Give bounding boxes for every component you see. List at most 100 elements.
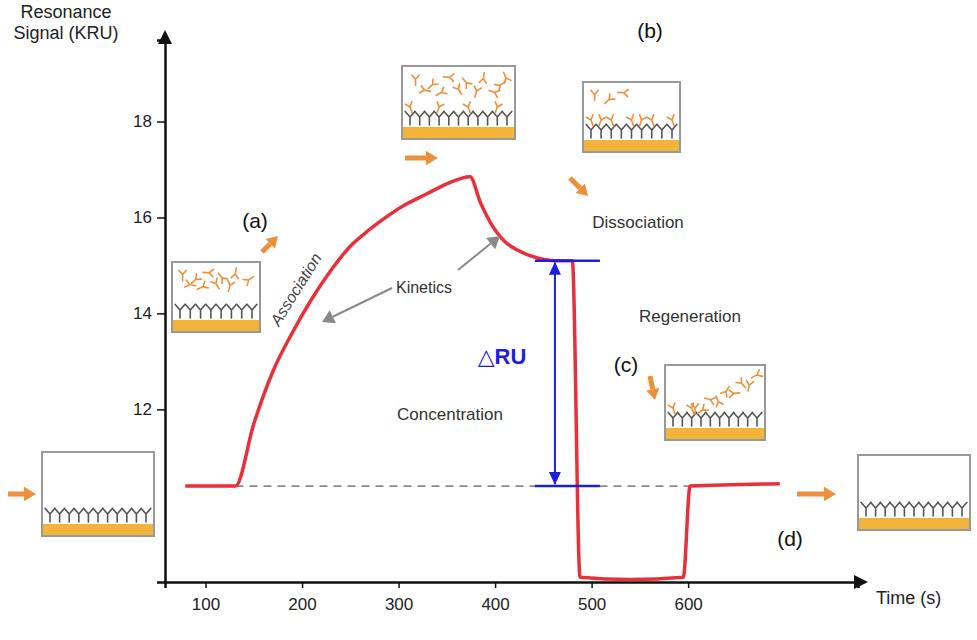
receptor (185, 304, 195, 318)
receptor (434, 111, 444, 125)
flow-arrow (646, 376, 659, 400)
annotation: Dissociation (592, 213, 684, 232)
receptor (668, 412, 678, 426)
tick-mark (157, 217, 165, 219)
signal-line (185, 177, 780, 580)
analyte (231, 268, 240, 279)
tick-label: 16 (133, 208, 152, 227)
analyte (586, 115, 596, 127)
analyte (492, 102, 502, 114)
receptor (606, 124, 616, 138)
analyte (713, 395, 723, 407)
tick-mark (495, 582, 497, 588)
flow-arrow-shaft (405, 156, 426, 161)
receptor (55, 508, 65, 522)
receptor (84, 508, 94, 522)
analyte (196, 281, 208, 292)
analyte (460, 76, 472, 88)
analyte (203, 269, 214, 277)
tick: 16 (133, 208, 165, 227)
flow-arrow (570, 178, 588, 196)
axis-arrow (854, 575, 868, 589)
receptor (948, 502, 958, 516)
flow-arrow-shaft (262, 244, 270, 252)
inset-frame (42, 452, 154, 536)
axis-title: Time (s) (876, 588, 941, 608)
receptor (919, 502, 929, 516)
tick: 400 (481, 582, 509, 614)
inset (402, 66, 515, 139)
annotation: Regeneration (639, 307, 741, 326)
tick-mark (688, 582, 690, 588)
analyte (745, 380, 754, 391)
receptor (938, 502, 948, 516)
inset (858, 455, 970, 530)
receptor (890, 502, 900, 516)
flow-arrow-shaft (570, 178, 580, 188)
pointer-arrow-head (486, 236, 500, 249)
sensor-surface (859, 518, 969, 529)
receptor (196, 304, 206, 318)
tick: 600 (674, 582, 702, 614)
tick: 100 (192, 582, 220, 614)
analyte (704, 395, 716, 405)
flow-arrow-head (824, 487, 836, 501)
receptor (715, 412, 725, 426)
analyte (627, 115, 637, 127)
axis-line (166, 583, 859, 589)
analyte (596, 115, 606, 127)
chart: 10020030040050060012141618Time (s)Resona… (0, 0, 977, 640)
tick-label: 400 (481, 595, 509, 614)
bracket-arrow (549, 472, 561, 485)
receptor (216, 304, 226, 318)
receptor (483, 111, 493, 125)
annotation: Association (266, 250, 324, 329)
receptor (103, 508, 113, 522)
receptor (227, 304, 237, 318)
tick: 500 (578, 582, 606, 614)
receptor (871, 502, 881, 516)
analyte (434, 102, 444, 114)
analyte (216, 271, 228, 283)
analyte (591, 90, 598, 100)
tick-label: 14 (133, 304, 152, 323)
receptor (247, 304, 257, 318)
pointer-arrow-head (322, 310, 336, 323)
analyte (471, 86, 481, 98)
tick: 12 (133, 400, 165, 419)
bracket-cap (535, 485, 600, 488)
receptor (696, 412, 706, 426)
analyte (729, 389, 740, 397)
analyte (179, 270, 186, 280)
analyte (435, 87, 447, 98)
sensor-surface (173, 320, 259, 331)
tick-mark (157, 121, 165, 123)
pointer-arrow (322, 288, 392, 323)
annotation: (c) (614, 353, 639, 376)
axis-arrow (158, 30, 172, 44)
annotations: (a)(b)(c)(d)AssociationKineticsDissociat… (242, 19, 803, 550)
axis-title-line: Resonance (20, 2, 111, 22)
delta-bracket (535, 261, 600, 486)
sensor-surface (666, 428, 764, 439)
receptor (752, 412, 762, 426)
bracket-line (554, 263, 556, 484)
receptor (425, 111, 435, 125)
receptor (493, 111, 503, 125)
analyte (211, 278, 222, 290)
tick-mark (302, 582, 304, 588)
receptor (928, 502, 938, 516)
analyte (606, 115, 616, 127)
sensor-surface (43, 524, 153, 535)
analyte (426, 79, 438, 91)
receptor (617, 124, 627, 138)
tick-label: 300 (385, 595, 413, 614)
analyte (618, 89, 629, 97)
receptor (444, 111, 454, 125)
receptor (596, 124, 606, 138)
flow-arrow-shaft (650, 376, 653, 389)
tick: 300 (385, 582, 413, 614)
receptor (706, 412, 716, 426)
analyte (691, 404, 698, 414)
receptor (64, 508, 74, 522)
